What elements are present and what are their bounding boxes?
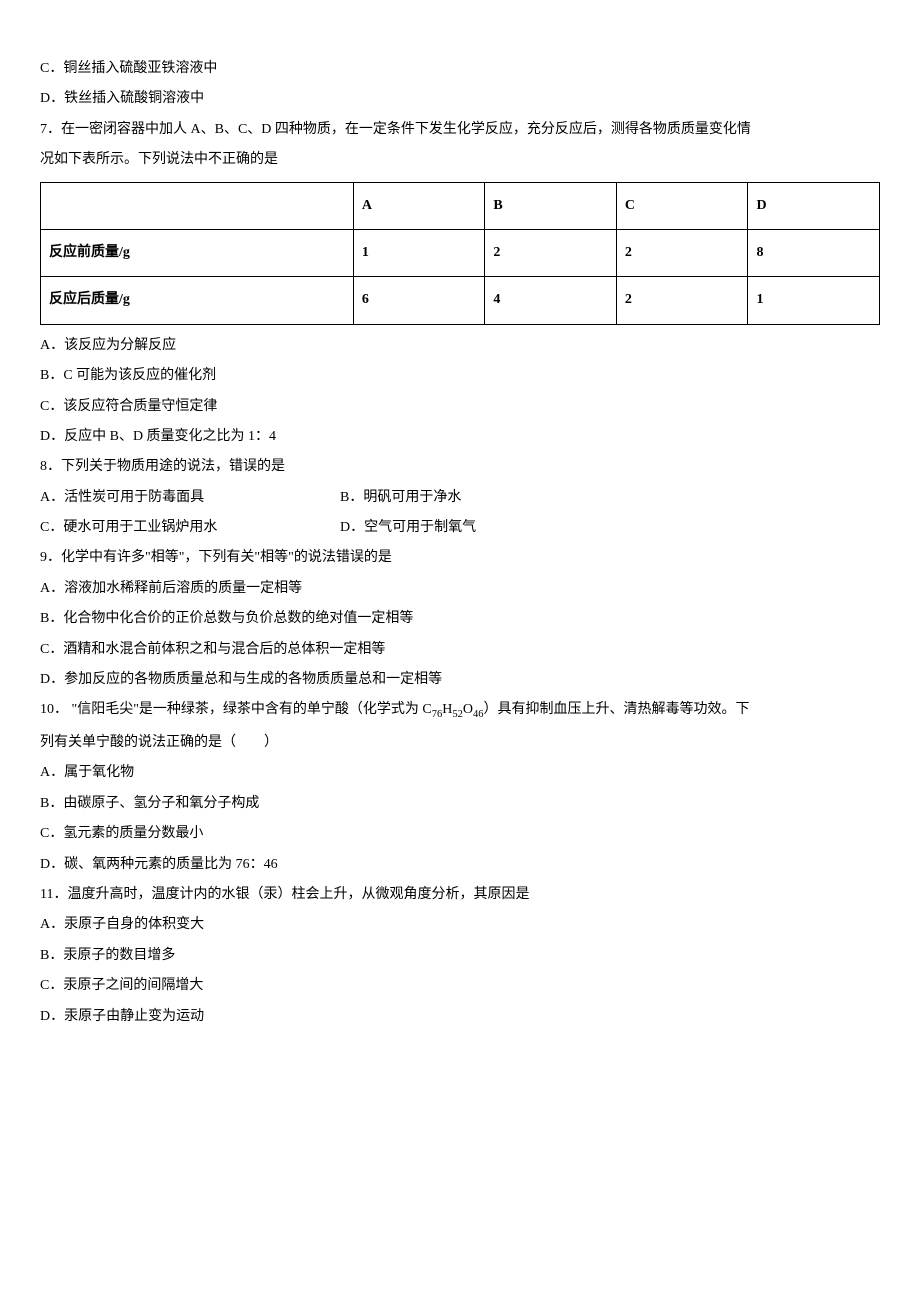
header-d: D xyxy=(748,182,880,229)
row2-d: 1 xyxy=(748,277,880,324)
q7-option-c: C．该反应符合质量守恒定律 xyxy=(40,396,880,418)
q10-sub2: 52 xyxy=(452,709,463,720)
q7-option-d: D．反应中 B、D 质量变化之比为 1：4 xyxy=(40,426,880,448)
q11-option-d: D．汞原子由静止变为运动 xyxy=(40,1006,880,1028)
q10-sub3: 46 xyxy=(473,709,484,720)
q8-option-c: C．硬水可用于工业锅炉用水 xyxy=(40,517,340,539)
row2-a: 6 xyxy=(353,277,485,324)
q10-option-c: C．氢元素的质量分数最小 xyxy=(40,823,880,845)
row2-label: 反应后质量/g xyxy=(41,277,354,324)
q10-stem-part2: H xyxy=(442,702,452,717)
q9-option-b: B．化合物中化合价的正价总数与负价总数的绝对值一定相等 xyxy=(40,608,880,630)
q9-option-d: D．参加反应的各物质质量总和与生成的各物质质量总和一定相等 xyxy=(40,669,880,691)
pre-option-d: D．铁丝插入硫酸铜溶液中 xyxy=(40,88,880,110)
q10-stem-part3: O xyxy=(463,702,473,717)
table-header-row: A B C D xyxy=(41,182,880,229)
q8-option-a: A．活性炭可用于防毒面具 xyxy=(40,487,340,509)
q11-option-b: B．汞原子的数目增多 xyxy=(40,945,880,967)
q10-option-d: D．碳、氧两种元素的质量比为 76：46 xyxy=(40,854,880,876)
row1-d: 8 xyxy=(748,229,880,276)
q9-option-a: A．溶液加水稀释前后溶质的质量一定相等 xyxy=(40,578,880,600)
q10-stem-line2: 列有关单宁酸的说法正确的是（ ） xyxy=(40,732,880,754)
header-blank xyxy=(41,182,354,229)
row2-b: 4 xyxy=(485,277,617,324)
q7-option-b: B．C 可能为该反应的催化剂 xyxy=(40,365,880,387)
q10-stem-line1: 10． "信阳毛尖"是一种绿茶，绿茶中含有的单宁酸（化学式为 C76H52O46… xyxy=(40,699,880,724)
q10-option-a: A．属于氧化物 xyxy=(40,762,880,784)
q8-option-d: D．空气可用于制氧气 xyxy=(340,517,880,539)
q9-option-c: C．酒精和水混合前体积之和与混合后的总体积一定相等 xyxy=(40,639,880,661)
q11-option-a: A．汞原子自身的体积变大 xyxy=(40,914,880,936)
row1-b: 2 xyxy=(485,229,617,276)
q10-sub1: 76 xyxy=(432,709,443,720)
q7-stem-line2: 况如下表所示。下列说法中不正确的是 xyxy=(40,149,880,171)
header-b: B xyxy=(485,182,617,229)
q8-options-row1: A．活性炭可用于防毒面具 B．明矾可用于净水 xyxy=(40,487,880,509)
table-row: 反应前质量/g 1 2 2 8 xyxy=(41,229,880,276)
row1-a: 1 xyxy=(353,229,485,276)
pre-option-c: C．铜丝插入硫酸亚铁溶液中 xyxy=(40,58,880,80)
q11-option-c: C．汞原子之间的间隔增大 xyxy=(40,975,880,997)
header-c: C xyxy=(616,182,748,229)
q10-option-b: B．由碳原子、氢分子和氧分子构成 xyxy=(40,793,880,815)
row1-c: 2 xyxy=(616,229,748,276)
q10-stem-part1: 10． "信阳毛尖"是一种绿茶，绿茶中含有的单宁酸（化学式为 C xyxy=(40,702,432,717)
row1-label: 反应前质量/g xyxy=(41,229,354,276)
q9-stem: 9．化学中有许多"相等"，下列有关"相等"的说法错误的是 xyxy=(40,547,880,569)
header-a: A xyxy=(353,182,485,229)
q8-options-row2: C．硬水可用于工业锅炉用水 D．空气可用于制氧气 xyxy=(40,517,880,539)
q11-stem: 11．温度升高时，温度计内的水银（汞）柱会上升，从微观角度分析，其原因是 xyxy=(40,884,880,906)
q8-stem: 8．下列关于物质用途的说法，错误的是 xyxy=(40,456,880,478)
q8-option-b: B．明矾可用于净水 xyxy=(340,487,880,509)
table-row: 反应后质量/g 6 4 2 1 xyxy=(41,277,880,324)
q7-table: A B C D 反应前质量/g 1 2 2 8 反应后质量/g 6 4 2 1 xyxy=(40,182,880,325)
q10-stem-part4: ）具有抑制血压上升、清热解毒等功效。下 xyxy=(484,702,750,717)
row2-c: 2 xyxy=(616,277,748,324)
q7-stem-line1: 7．在一密闭容器中加人 A、B、C、D 四种物质，在一定条件下发生化学反应，充分… xyxy=(40,119,880,141)
q7-option-a: A．该反应为分解反应 xyxy=(40,335,880,357)
